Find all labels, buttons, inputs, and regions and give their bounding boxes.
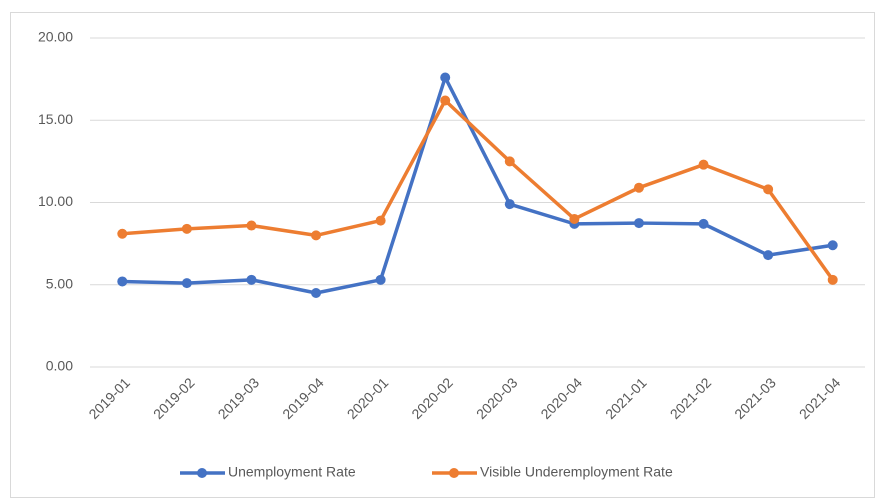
- point: [117, 276, 128, 287]
- y-tick-label: 0.00: [46, 358, 73, 374]
- legend-marker: [197, 468, 207, 478]
- x-tick-label: 2020-04: [537, 374, 585, 422]
- chart-border: [10, 12, 875, 498]
- y-tick-label: 15.00: [38, 111, 73, 127]
- point: [569, 213, 580, 224]
- point: [181, 278, 192, 289]
- x-tick-label: 2019-02: [150, 374, 198, 422]
- point: [181, 223, 192, 234]
- point: [633, 182, 644, 193]
- y-tick-label: 5.00: [46, 275, 73, 291]
- point: [375, 215, 386, 226]
- legend-label: Visible Underemployment Rate: [480, 464, 673, 480]
- point: [827, 274, 838, 285]
- x-tick-label: 2021-04: [796, 374, 844, 422]
- point: [246, 220, 257, 231]
- series-line: [122, 75, 833, 295]
- point: [763, 184, 774, 195]
- legend-label: Unemployment Rate: [228, 464, 356, 480]
- point: [440, 72, 451, 83]
- y-tick-label: 20.00: [38, 29, 73, 45]
- x-tick-label: 2021-01: [602, 374, 650, 422]
- x-tick-label: 2019-01: [85, 374, 133, 422]
- point: [504, 156, 515, 167]
- point: [375, 274, 386, 285]
- y-tick-label: 10.00: [38, 193, 73, 209]
- x-tick-label: 2019-04: [279, 374, 327, 422]
- x-tick-label: 2020-03: [473, 374, 521, 422]
- point: [763, 250, 774, 261]
- point: [698, 218, 709, 229]
- legend-marker: [449, 468, 459, 478]
- x-tick-label: 2020-02: [408, 374, 456, 422]
- x-tick-label: 2021-02: [667, 374, 715, 422]
- point: [504, 199, 515, 210]
- point: [633, 218, 644, 229]
- x-tick-label: 2019-03: [215, 374, 263, 422]
- series-line: [122, 98, 835, 281]
- point: [698, 159, 709, 170]
- point: [827, 240, 838, 251]
- point: [311, 230, 322, 241]
- point: [117, 228, 128, 239]
- x-tick-label: 2021-03: [731, 374, 779, 422]
- point: [246, 274, 257, 285]
- x-tick-label: 2020-01: [344, 374, 392, 422]
- point: [311, 287, 322, 298]
- point: [440, 95, 451, 106]
